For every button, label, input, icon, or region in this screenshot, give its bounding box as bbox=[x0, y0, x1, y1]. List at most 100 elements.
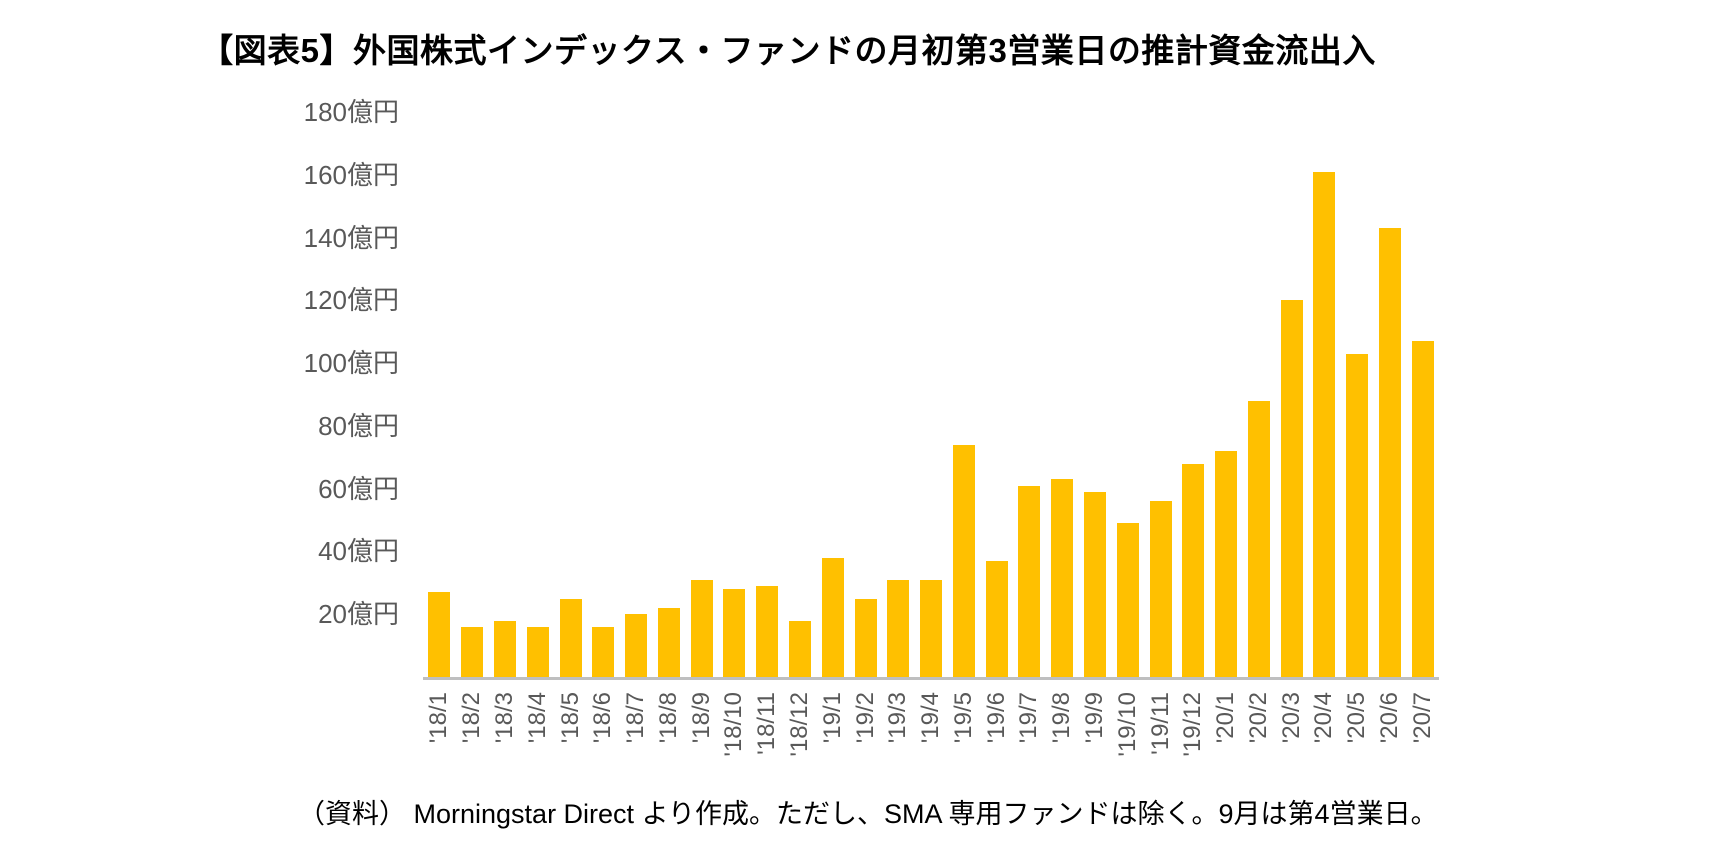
x-axis-tick: '18/9 bbox=[685, 692, 718, 807]
bar-slot bbox=[1406, 112, 1439, 677]
bar bbox=[788, 620, 811, 677]
bar-slot bbox=[587, 112, 620, 677]
x-axis-tick-label: '18/3 bbox=[490, 692, 518, 744]
bar bbox=[723, 589, 746, 677]
bar-slot bbox=[489, 112, 522, 677]
x-axis-tick-label: '18/5 bbox=[556, 692, 584, 744]
y-axis-tick-label: 100億円 bbox=[303, 348, 399, 379]
x-axis-tick-label: '19/11 bbox=[1146, 692, 1174, 755]
bar-slot bbox=[1144, 112, 1177, 677]
x-axis-tick-label: '20/5 bbox=[1343, 692, 1371, 744]
bar bbox=[1149, 501, 1172, 677]
bar-slot bbox=[1374, 112, 1407, 677]
bar bbox=[1116, 523, 1139, 677]
bar bbox=[1346, 353, 1369, 677]
x-axis-tick: '19/7 bbox=[1013, 692, 1046, 807]
x-axis-tick-label: '19/1 bbox=[818, 692, 846, 744]
bar bbox=[1411, 341, 1434, 677]
bar bbox=[526, 626, 549, 677]
y-axis-tick-label: 80億円 bbox=[318, 410, 399, 441]
x-axis-tick-label: '19/6 bbox=[982, 692, 1010, 744]
bar-slot bbox=[1111, 112, 1144, 677]
x-axis-tick-label: '20/3 bbox=[1277, 692, 1305, 744]
y-axis-tick-label: 160億円 bbox=[303, 159, 399, 190]
bar-slot bbox=[718, 112, 751, 677]
bar bbox=[1379, 228, 1402, 677]
x-axis-tick-label: '20/7 bbox=[1408, 692, 1436, 744]
source-note: （資料） Morningstar Direct より作成。ただし、SMA 専用フ… bbox=[298, 799, 1438, 829]
x-axis-tick: '19/8 bbox=[1046, 692, 1079, 807]
bar bbox=[756, 585, 779, 677]
bar bbox=[952, 444, 975, 677]
bar-slot bbox=[1275, 112, 1308, 677]
bar-slot bbox=[685, 112, 718, 677]
bar bbox=[1182, 463, 1205, 677]
chart-title: 【図表5】外国株式インデックス・ファンドの月初第3営業日の推計資金流出入 bbox=[200, 32, 1376, 69]
x-axis-tick: '18/8 bbox=[652, 692, 685, 807]
x-axis-tick: '18/2 bbox=[456, 692, 489, 807]
bar bbox=[657, 607, 680, 677]
bar-slot bbox=[620, 112, 653, 677]
bar-slot bbox=[652, 112, 685, 677]
y-axis: 20億円 40億円 60億円 80億円 100億円 120億円 140億円 160億円 180億… bbox=[0, 97, 399, 677]
bar bbox=[559, 598, 582, 677]
x-axis-tick-label: '19/9 bbox=[1081, 692, 1109, 744]
bar bbox=[592, 626, 615, 677]
x-axis-tick-label: '20/1 bbox=[1212, 692, 1240, 744]
x-axis-tick: '19/2 bbox=[849, 692, 882, 807]
bar-slot bbox=[554, 112, 587, 677]
x-axis-tick: '18/11 bbox=[751, 692, 784, 807]
bar-slot bbox=[1046, 112, 1079, 677]
bar bbox=[821, 557, 844, 677]
bar bbox=[1051, 479, 1074, 677]
bar bbox=[1247, 400, 1270, 677]
x-axis-tick-label: '18/12 bbox=[785, 692, 813, 757]
bar-slot bbox=[1243, 112, 1276, 677]
bar-slot bbox=[751, 112, 784, 677]
x-axis-tick: '18/10 bbox=[718, 692, 751, 807]
bar-slot bbox=[1341, 112, 1374, 677]
bar-slot bbox=[456, 112, 489, 677]
bar-slot bbox=[1210, 112, 1243, 677]
x-axis-tick-label: '18/7 bbox=[622, 692, 650, 744]
x-axis-tick-label: '19/7 bbox=[1015, 692, 1043, 744]
x-axis-tick: '19/4 bbox=[915, 692, 948, 807]
x-axis-tick: '18/3 bbox=[489, 692, 522, 807]
bar-slot bbox=[423, 112, 456, 677]
x-axis-tick-label: '19/5 bbox=[949, 692, 977, 744]
x-axis-tick: '20/1 bbox=[1210, 692, 1243, 807]
bar-slot bbox=[948, 112, 981, 677]
x-axis-tick-label: '18/8 bbox=[654, 692, 682, 744]
x-axis-tick: '20/4 bbox=[1308, 692, 1341, 807]
bar-slot bbox=[849, 112, 882, 677]
x-axis-tick: '18/5 bbox=[554, 692, 587, 807]
bar-slot bbox=[784, 112, 817, 677]
bar-slot bbox=[1177, 112, 1210, 677]
x-axis-tick-label: '18/2 bbox=[458, 692, 486, 744]
x-axis-tick-label: '20/4 bbox=[1310, 692, 1338, 744]
x-axis-tick-label: '18/10 bbox=[720, 692, 748, 757]
x-axis-tick-label: '18/4 bbox=[523, 692, 551, 744]
x-axis-tick-label: '18/1 bbox=[425, 692, 453, 744]
y-axis-tick-label: 180億円 bbox=[303, 97, 399, 127]
x-axis-tick: '18/7 bbox=[620, 692, 653, 807]
x-axis-tick-label: '19/12 bbox=[1179, 692, 1207, 757]
y-axis-tick-label: 140億円 bbox=[303, 222, 399, 253]
bar bbox=[625, 614, 648, 677]
y-axis-tick-label: 120億円 bbox=[303, 285, 399, 316]
x-axis-tick: '20/5 bbox=[1341, 692, 1374, 807]
bar bbox=[1018, 485, 1041, 677]
y-axis-tick-label: 40億円 bbox=[318, 536, 399, 567]
x-axis-tick: '18/12 bbox=[784, 692, 817, 807]
x-axis-tick: '19/12 bbox=[1177, 692, 1210, 807]
x-axis-tick-label: '18/6 bbox=[589, 692, 617, 744]
bar-slot bbox=[521, 112, 554, 677]
plot-area bbox=[423, 112, 1439, 680]
x-axis-tick-label: '18/11 bbox=[753, 692, 781, 755]
bar bbox=[1215, 451, 1238, 677]
bar bbox=[461, 626, 484, 677]
x-axis: '18/1'18/2'18/3'18/4'18/5'18/6'18/7'18/8… bbox=[423, 692, 1439, 807]
bar-slot bbox=[816, 112, 849, 677]
x-axis-tick-label: '19/4 bbox=[917, 692, 945, 744]
